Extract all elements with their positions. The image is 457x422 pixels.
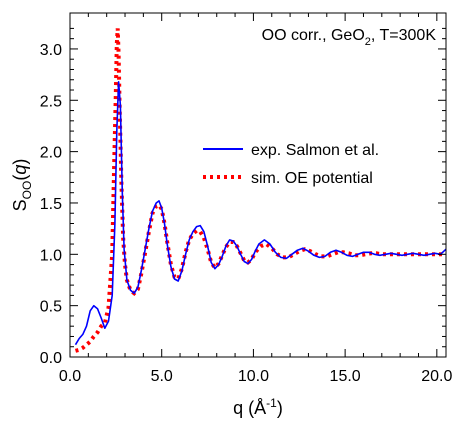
y-axis-label-close: )	[10, 159, 30, 165]
annotation-subscript: 2	[365, 36, 371, 48]
series-layer	[74, 28, 446, 353]
y-axis-label-var: q	[10, 165, 30, 175]
legend-label-exp: exp. Salmon et al.	[251, 142, 379, 159]
y-tick-label-0: 0.0	[40, 350, 62, 367]
y-axis-label: SOO(q)	[10, 159, 34, 212]
y-tick-label-3: 1.5	[40, 196, 62, 213]
series-line-sim	[74, 28, 443, 353]
legend-label-sim: sim. OE potential	[251, 170, 373, 187]
y-axis-label-subscript: OO	[20, 181, 34, 200]
annotation-suffix: , T=300K	[371, 27, 436, 44]
x-axis-label-superscript: -1	[266, 396, 277, 410]
plot-frame	[69, 12, 447, 358]
x-tick-label-0: 0.0	[59, 368, 81, 385]
x-axis-label-main: q (Å	[233, 398, 266, 418]
x-tick-label-1: 5.0	[151, 368, 173, 385]
y-tick-label-2: 1.0	[40, 247, 62, 264]
x-axis-label-close: )	[277, 398, 283, 418]
y-axis-label-main: S	[10, 199, 30, 211]
chart-annotation: OO corr., GeO2, T=300K	[262, 27, 437, 48]
ticks-layer: 0.0 5.0 10.0 15.0 20.0 0.0 0.5 1.0 1.5 2.0 2.5 3.0	[40, 13, 453, 385]
y-tick-label-5: 2.5	[40, 93, 62, 110]
x-tick-label-2: 10.0	[238, 368, 269, 385]
y-tick-label-6: 3.0	[40, 42, 62, 59]
y-tick-label-4: 2.0	[40, 145, 62, 162]
annotation-prefix: OO corr., GeO	[262, 27, 365, 44]
series-line-exp	[74, 81, 446, 346]
x-axis-label: q (Å-1)	[233, 396, 283, 418]
y-tick-label-1: 0.5	[40, 299, 62, 316]
y-axis-label-open: (	[10, 175, 30, 181]
legend: exp. Salmon et al. sim. OE potential	[203, 142, 379, 187]
x-tick-label-3: 15.0	[330, 368, 361, 385]
x-tick-label-4: 20.0	[421, 368, 452, 385]
